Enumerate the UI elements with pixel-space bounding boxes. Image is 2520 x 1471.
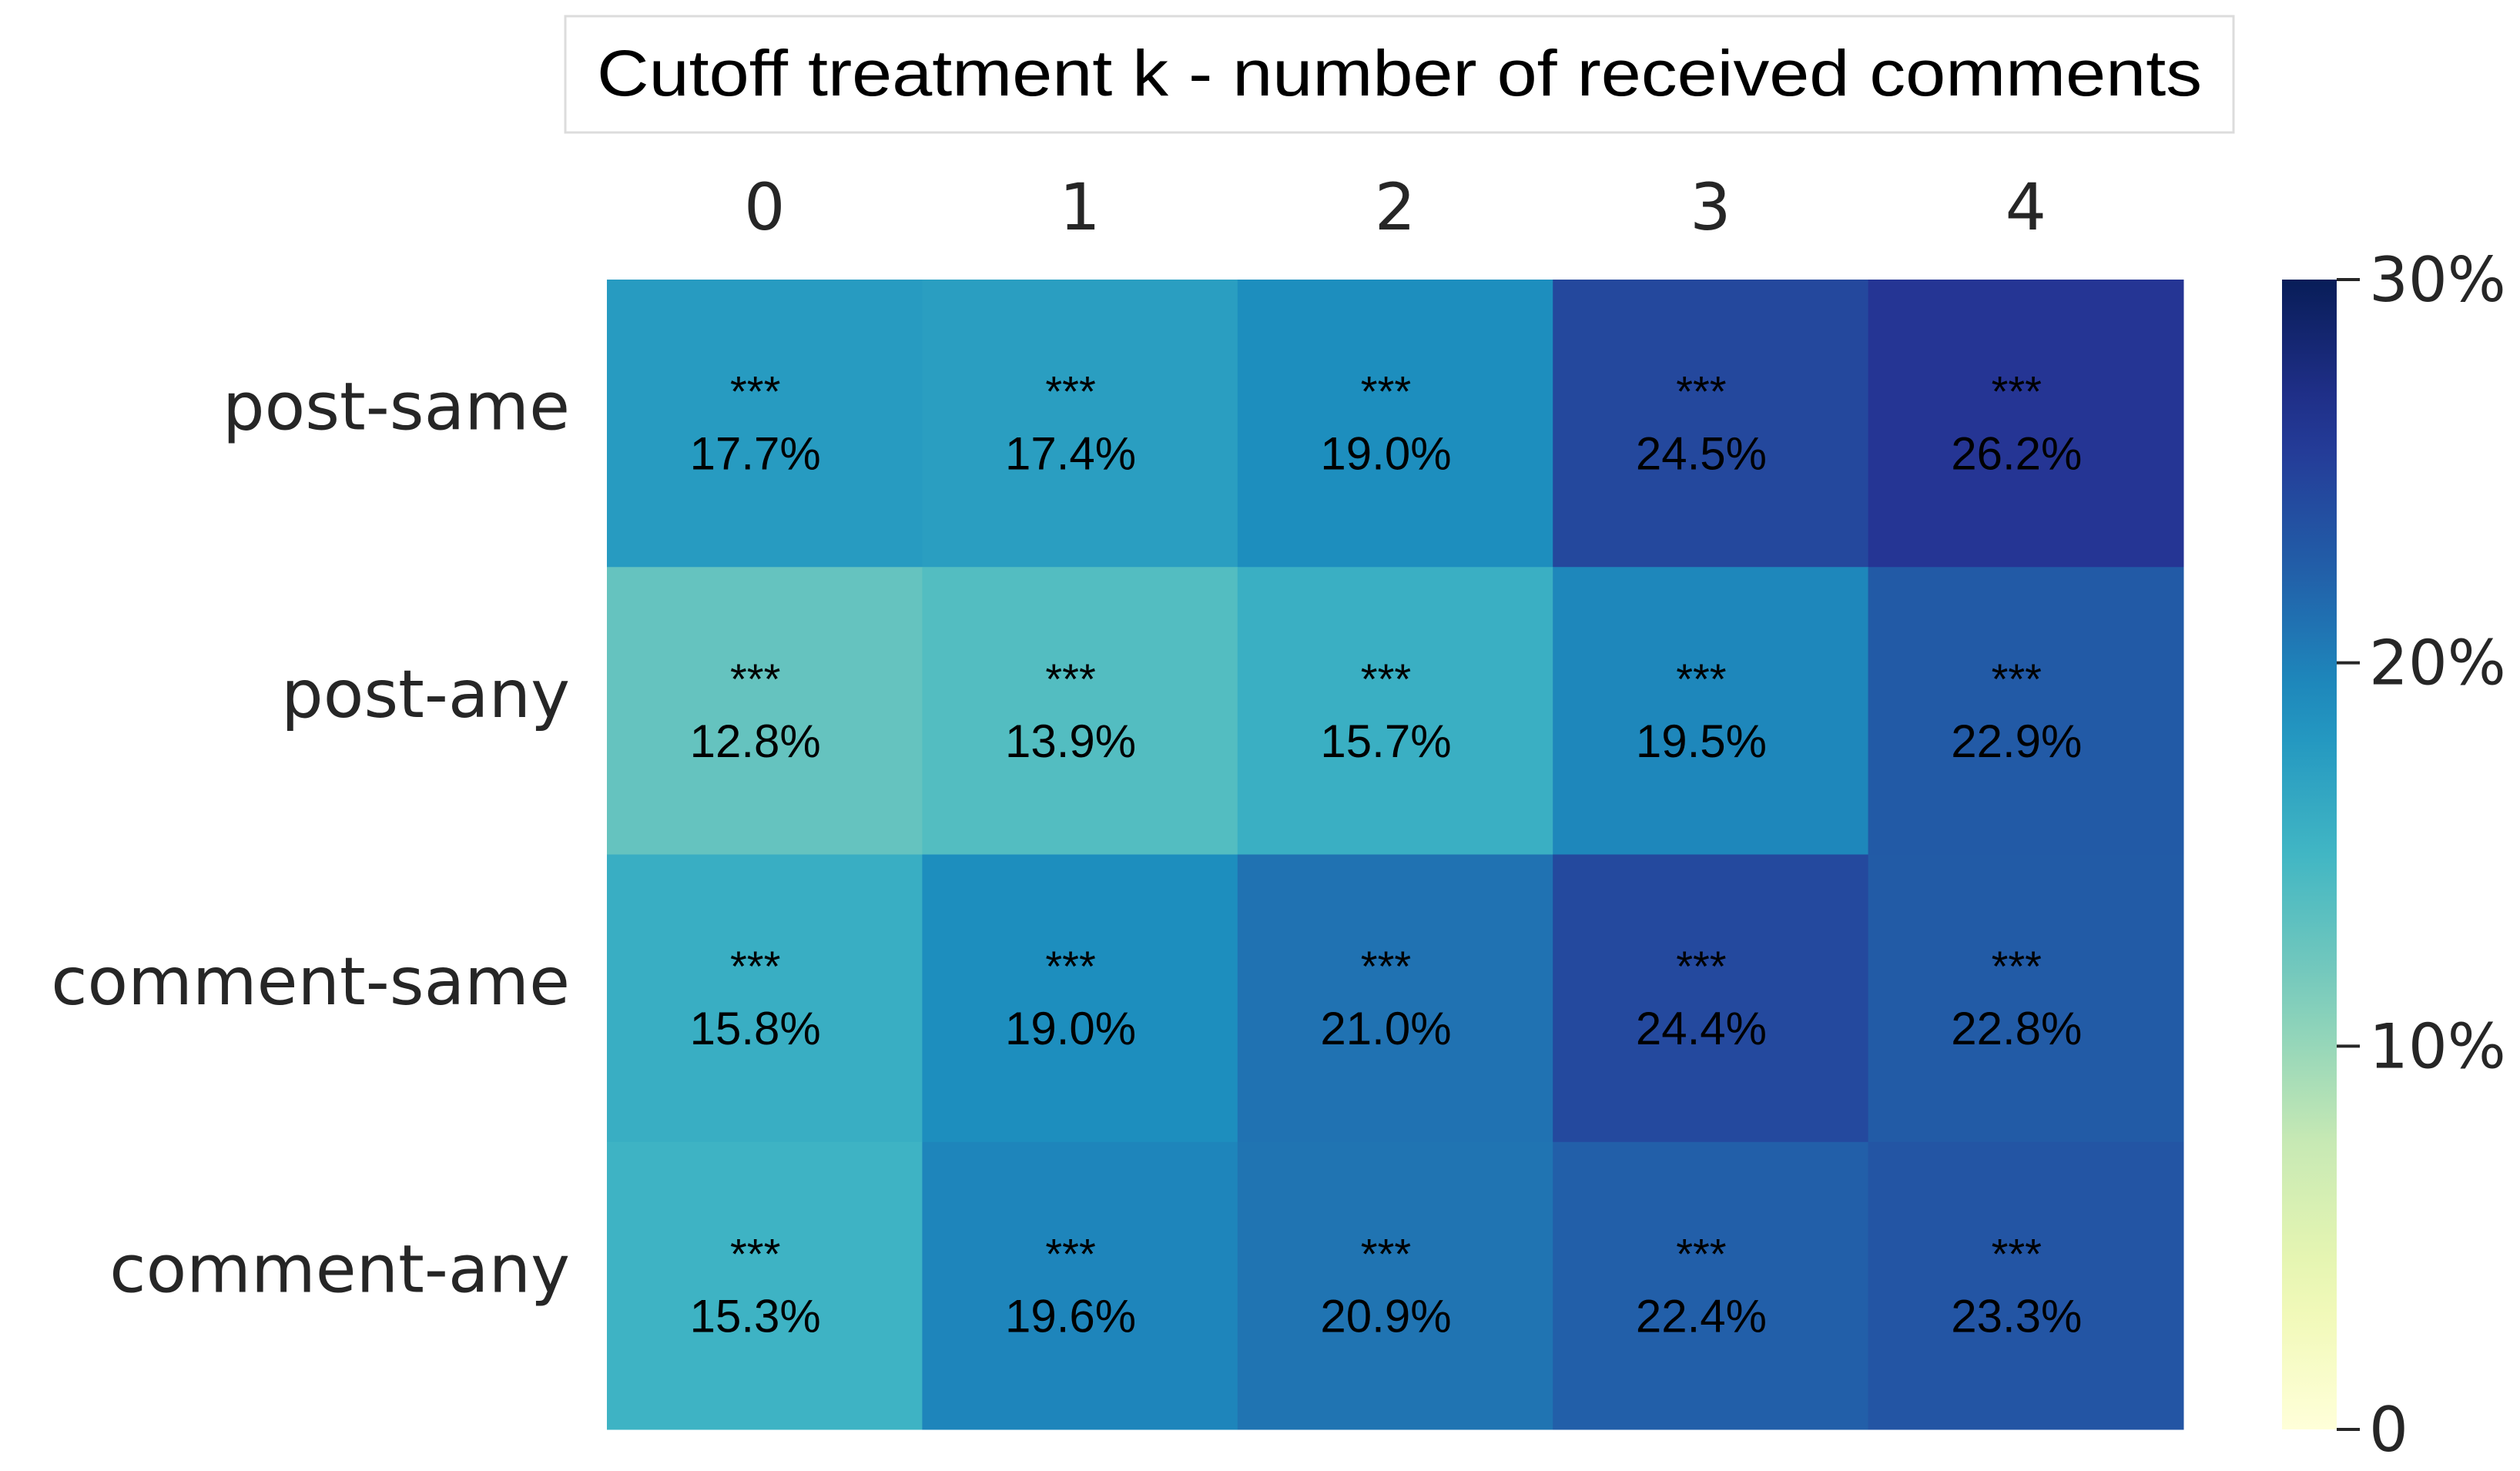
cell-value-label: 24.4%	[1636, 1003, 1767, 1054]
heatmap-cell	[607, 1141, 923, 1430]
cell-value-label: 15.8%	[690, 1003, 821, 1054]
heatmap-cell	[1868, 567, 2184, 855]
significance-label: ***	[730, 367, 780, 416]
colorbar-gradient	[2282, 280, 2337, 1429]
heatmap-cell	[1237, 854, 1553, 1143]
significance-label: ***	[1361, 367, 1411, 416]
cell-value-label: 23.3%	[1951, 1290, 2082, 1342]
y-tick-label: post-same	[223, 369, 570, 446]
heatmap-cell	[1868, 1141, 2184, 1430]
significance-label: ***	[730, 942, 780, 990]
heatmap-cell	[922, 1141, 1238, 1430]
cell-value-label: 22.4%	[1636, 1290, 1767, 1342]
cell-value-label: 24.5%	[1636, 428, 1767, 480]
x-tick-label: 0	[744, 169, 785, 245]
x-tick-labels: 0 1 2 3 4	[744, 169, 2046, 245]
cell-value-label: 19.0%	[1320, 428, 1451, 480]
significance-label: ***	[1676, 1229, 1726, 1278]
heatmap-cell	[1553, 280, 1869, 568]
cell-value-label: 19.6%	[1005, 1290, 1136, 1342]
heatmap-cell	[922, 567, 1238, 855]
x-tick-label: 4	[2006, 169, 2046, 245]
y-tick-label: comment-any	[109, 1231, 570, 1308]
significance-label: ***	[1992, 942, 2042, 990]
heatmap-cells: *** 17.7% *** 17.4% *** 19.0% *** 24.5% *** 26.2%…	[607, 280, 2184, 1430]
heatmap-cell	[1237, 567, 1553, 855]
colorbar: 0 10% 20% 30%	[2282, 244, 2506, 1466]
heatmap-cell	[1553, 1141, 1869, 1430]
x-tick-label: 2	[1375, 169, 1416, 245]
significance-label: ***	[1676, 367, 1726, 416]
cell-value-label: 20.9%	[1320, 1290, 1451, 1342]
title-box	[564, 15, 2235, 134]
x-tick-label: 3	[1690, 169, 1731, 245]
cell-value-label: 26.2%	[1951, 428, 2082, 480]
cell-value-label: 12.8%	[690, 715, 821, 767]
y-tick-label: post-any	[281, 656, 570, 733]
chart-title: Cutoff treatment k - number of received …	[597, 37, 2202, 109]
significance-label: ***	[1045, 1229, 1095, 1278]
significance-label: ***	[730, 1229, 780, 1278]
significance-label: ***	[730, 655, 780, 703]
cell-value-label: 21.0%	[1320, 1003, 1451, 1054]
colorbar-tick-label: 30%	[2369, 244, 2506, 316]
cell-value-label: 19.0%	[1005, 1003, 1136, 1054]
heatmap-cell	[1868, 854, 2184, 1143]
colorbar-tick-label: 0	[2369, 1394, 2408, 1466]
heatmap-cell	[922, 280, 1238, 568]
heatmap-cell	[922, 854, 1238, 1143]
significance-label: ***	[1361, 942, 1411, 990]
x-tick-label: 1	[1059, 169, 1100, 245]
significance-label: ***	[1361, 655, 1411, 703]
significance-label: ***	[1992, 655, 2042, 703]
significance-label: ***	[1676, 655, 1726, 703]
heatmap-cell	[1553, 567, 1869, 855]
heatmap-cell	[607, 280, 923, 568]
significance-label: ***	[1045, 655, 1095, 703]
heatmap-cell	[1237, 1141, 1553, 1430]
colorbar-tick-label: 10%	[2369, 1010, 2506, 1082]
cell-value-label: 19.5%	[1636, 715, 1767, 767]
y-tick-label: comment-same	[51, 943, 570, 1020]
significance-label: ***	[1992, 367, 2042, 416]
colorbar-tick-label: 20%	[2369, 628, 2506, 699]
heatmap-cell	[1553, 854, 1869, 1143]
significance-label: ***	[1676, 942, 1726, 990]
cell-value-label: 22.9%	[1951, 715, 2082, 767]
cell-value-label: 15.7%	[1320, 715, 1451, 767]
heatmap-cell	[1868, 280, 2184, 568]
significance-label: ***	[1045, 367, 1095, 416]
cell-value-label: 15.3%	[690, 1290, 821, 1342]
significance-label: ***	[1045, 942, 1095, 990]
significance-label: ***	[1361, 1229, 1411, 1278]
heatmap-cell	[607, 567, 923, 855]
heatmap-cell	[1237, 280, 1553, 568]
heatmap-cell	[607, 854, 923, 1143]
y-tick-labels: post-same post-any comment-same comment-any	[51, 369, 570, 1308]
cell-value-label: 22.8%	[1951, 1003, 2082, 1054]
significance-label: ***	[1992, 1229, 2042, 1278]
cell-value-label: 17.4%	[1005, 428, 1136, 480]
cell-value-label: 17.7%	[690, 428, 821, 480]
cell-value-label: 13.9%	[1005, 715, 1136, 767]
